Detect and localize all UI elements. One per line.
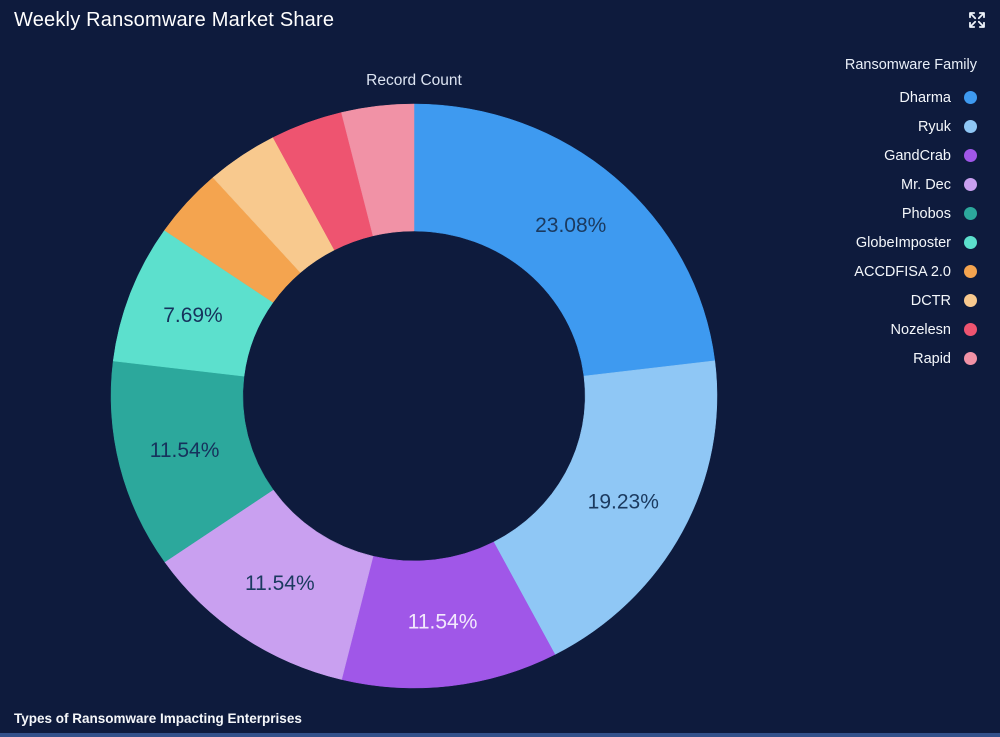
legend-item-label: Phobos [901, 205, 951, 222]
legend-item-ryuk[interactable]: Ryuk [854, 112, 977, 141]
legend-item-dctr[interactable]: DCTR [854, 286, 977, 315]
legend-item-label: Nozelesn [890, 321, 951, 338]
legend-items: Dharma Ryuk GandCrab Mr. Dec Phobos GlobeImpo… [854, 83, 977, 373]
legend-item-label: Rapid [913, 350, 951, 367]
legend-swatch-icon [964, 120, 977, 133]
legend-item-label: GlobeImposter [855, 234, 951, 251]
legend-item-label: Mr. Dec [901, 176, 951, 193]
legend-swatch-icon [964, 149, 977, 162]
legend-item-nozelesn[interactable]: Nozelesn [854, 315, 977, 344]
legend-item-globeimposter[interactable]: GlobeImposter [854, 228, 977, 257]
bottom-border [0, 733, 1000, 737]
legend-item-dharma[interactable]: Dharma [854, 83, 977, 112]
legend-title: Ransomware Family [844, 57, 977, 73]
legend-swatch-icon [964, 91, 977, 104]
chart-footer-label: Types of Ransomware Impacting Enterprise… [14, 711, 302, 726]
legend-swatch-icon [964, 294, 977, 307]
slice-dharma[interactable] [413, 103, 716, 377]
legend-item-label: GandCrab [884, 147, 951, 164]
chart-axis-title: Record Count [366, 72, 462, 89]
legend-item-label: DCTR [910, 292, 951, 309]
legend-swatch-icon [964, 178, 977, 191]
legend-item-gandcrab[interactable]: GandCrab [854, 141, 977, 170]
widget-title: Weekly Ransomware Market Share [14, 9, 335, 31]
slice-rapid[interactable] [341, 103, 415, 237]
legend-swatch-icon [964, 323, 977, 336]
legend-item-label: Ryuk [917, 118, 951, 135]
legend-item-accdfisa-2-0[interactable]: ACCDFISA 2.0 [854, 257, 977, 286]
legend-item-label: Dharma [899, 89, 951, 106]
legend-item-mr-dec[interactable]: Mr. Dec [854, 170, 977, 199]
legend-swatch-icon [964, 236, 977, 249]
legend-swatch-icon [964, 207, 977, 220]
expand-arrows-icon [969, 12, 985, 28]
expand-button[interactable] [964, 7, 990, 33]
legend-swatch-icon [964, 352, 977, 365]
legend-item-phobos[interactable]: Phobos [854, 199, 977, 228]
legend: Ransomware Family Dharma Ryuk GandCrab Mr. … [845, 54, 977, 373]
slice-ryuk[interactable] [493, 360, 718, 655]
legend-item-rapid[interactable]: Rapid [854, 344, 977, 373]
legend-item-label: ACCDFISA 2.0 [854, 263, 951, 280]
legend-swatch-icon [964, 265, 977, 278]
